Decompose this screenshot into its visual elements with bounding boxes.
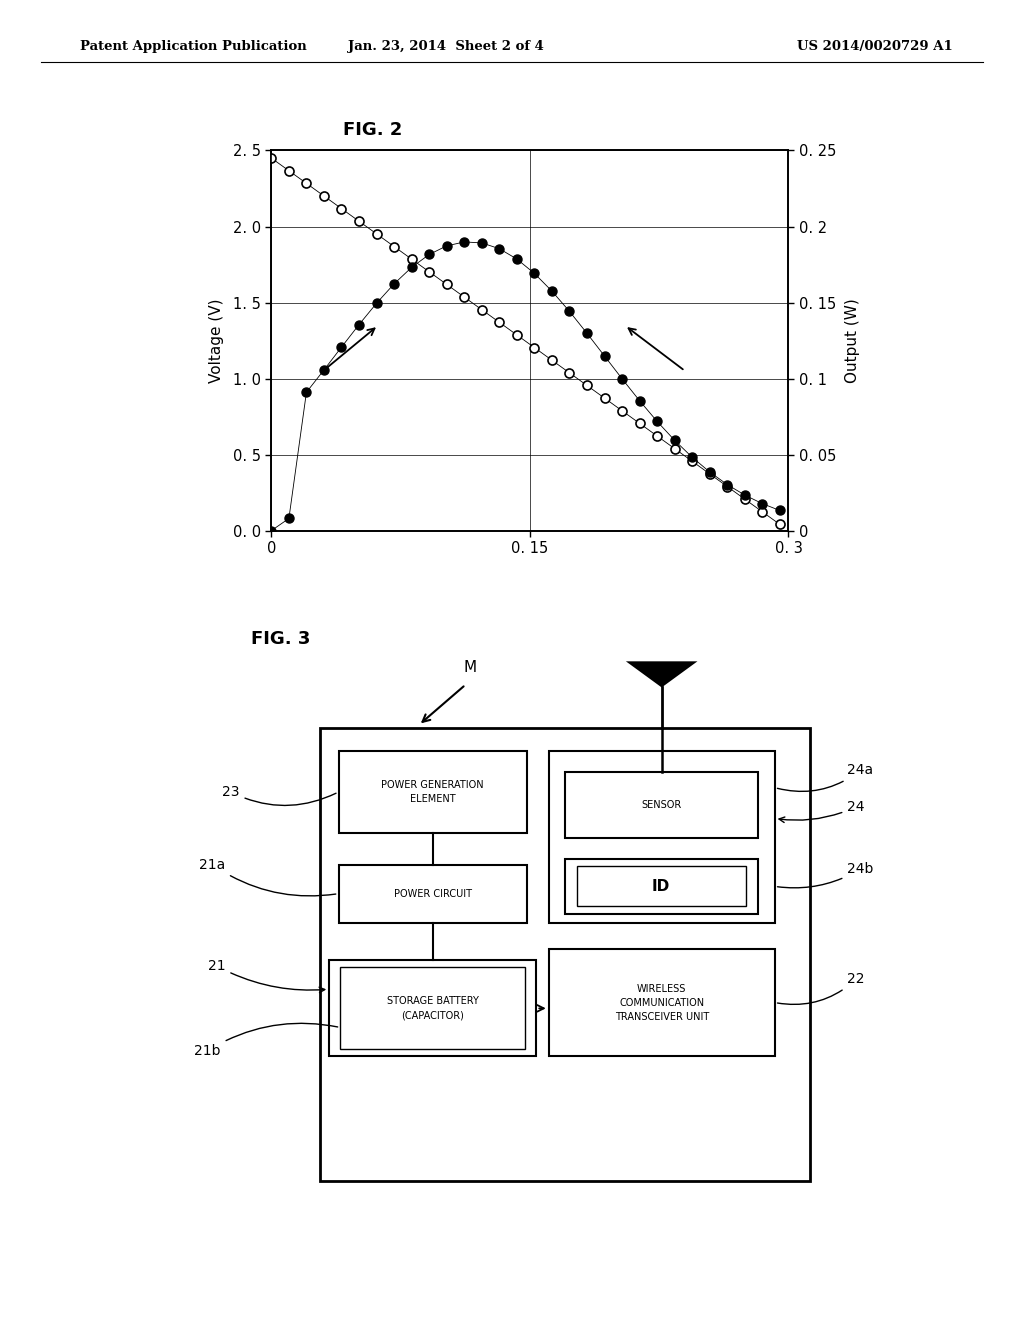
Text: WIRELESS
COMMUNICATION
TRANSCEIVER UNIT: WIRELESS COMMUNICATION TRANSCEIVER UNIT — [614, 983, 709, 1022]
FancyBboxPatch shape — [339, 865, 527, 923]
Text: FIG. 3: FIG. 3 — [251, 630, 310, 648]
Y-axis label: Voltage (V): Voltage (V) — [210, 298, 224, 383]
Text: M: M — [464, 660, 477, 675]
Text: Jan. 23, 2014  Sheet 2 of 4: Jan. 23, 2014 Sheet 2 of 4 — [347, 40, 544, 53]
Text: POWER GENERATION
ELEMENT: POWER GENERATION ELEMENT — [381, 780, 484, 804]
Text: 23: 23 — [222, 785, 336, 805]
Text: 21b: 21b — [195, 1023, 338, 1057]
FancyBboxPatch shape — [329, 961, 537, 1056]
Text: FIG. 2: FIG. 2 — [343, 121, 402, 140]
FancyBboxPatch shape — [577, 866, 745, 907]
Text: 21: 21 — [208, 958, 325, 993]
Text: ID: ID — [652, 879, 671, 894]
Text: STORAGE BATTERY
(CAPACITOR): STORAGE BATTERY (CAPACITOR) — [387, 997, 478, 1020]
FancyBboxPatch shape — [319, 729, 810, 1181]
Text: POWER CIRCUIT: POWER CIRCUIT — [394, 888, 472, 899]
FancyBboxPatch shape — [339, 751, 527, 833]
FancyBboxPatch shape — [340, 968, 525, 1049]
Text: 22: 22 — [777, 973, 864, 1005]
FancyBboxPatch shape — [549, 751, 775, 923]
Text: 21a: 21a — [200, 858, 336, 896]
Text: 24: 24 — [779, 800, 864, 822]
FancyBboxPatch shape — [549, 949, 775, 1056]
Polygon shape — [626, 661, 697, 688]
Text: 24a: 24a — [777, 763, 873, 792]
Text: 24b: 24b — [777, 862, 873, 888]
FancyBboxPatch shape — [564, 772, 758, 838]
Text: SENSOR: SENSOR — [641, 800, 681, 810]
Y-axis label: Output (W): Output (W) — [845, 298, 859, 383]
Text: Patent Application Publication: Patent Application Publication — [80, 40, 306, 53]
Text: US 2014/0020729 A1: US 2014/0020729 A1 — [797, 40, 952, 53]
FancyBboxPatch shape — [564, 859, 758, 913]
